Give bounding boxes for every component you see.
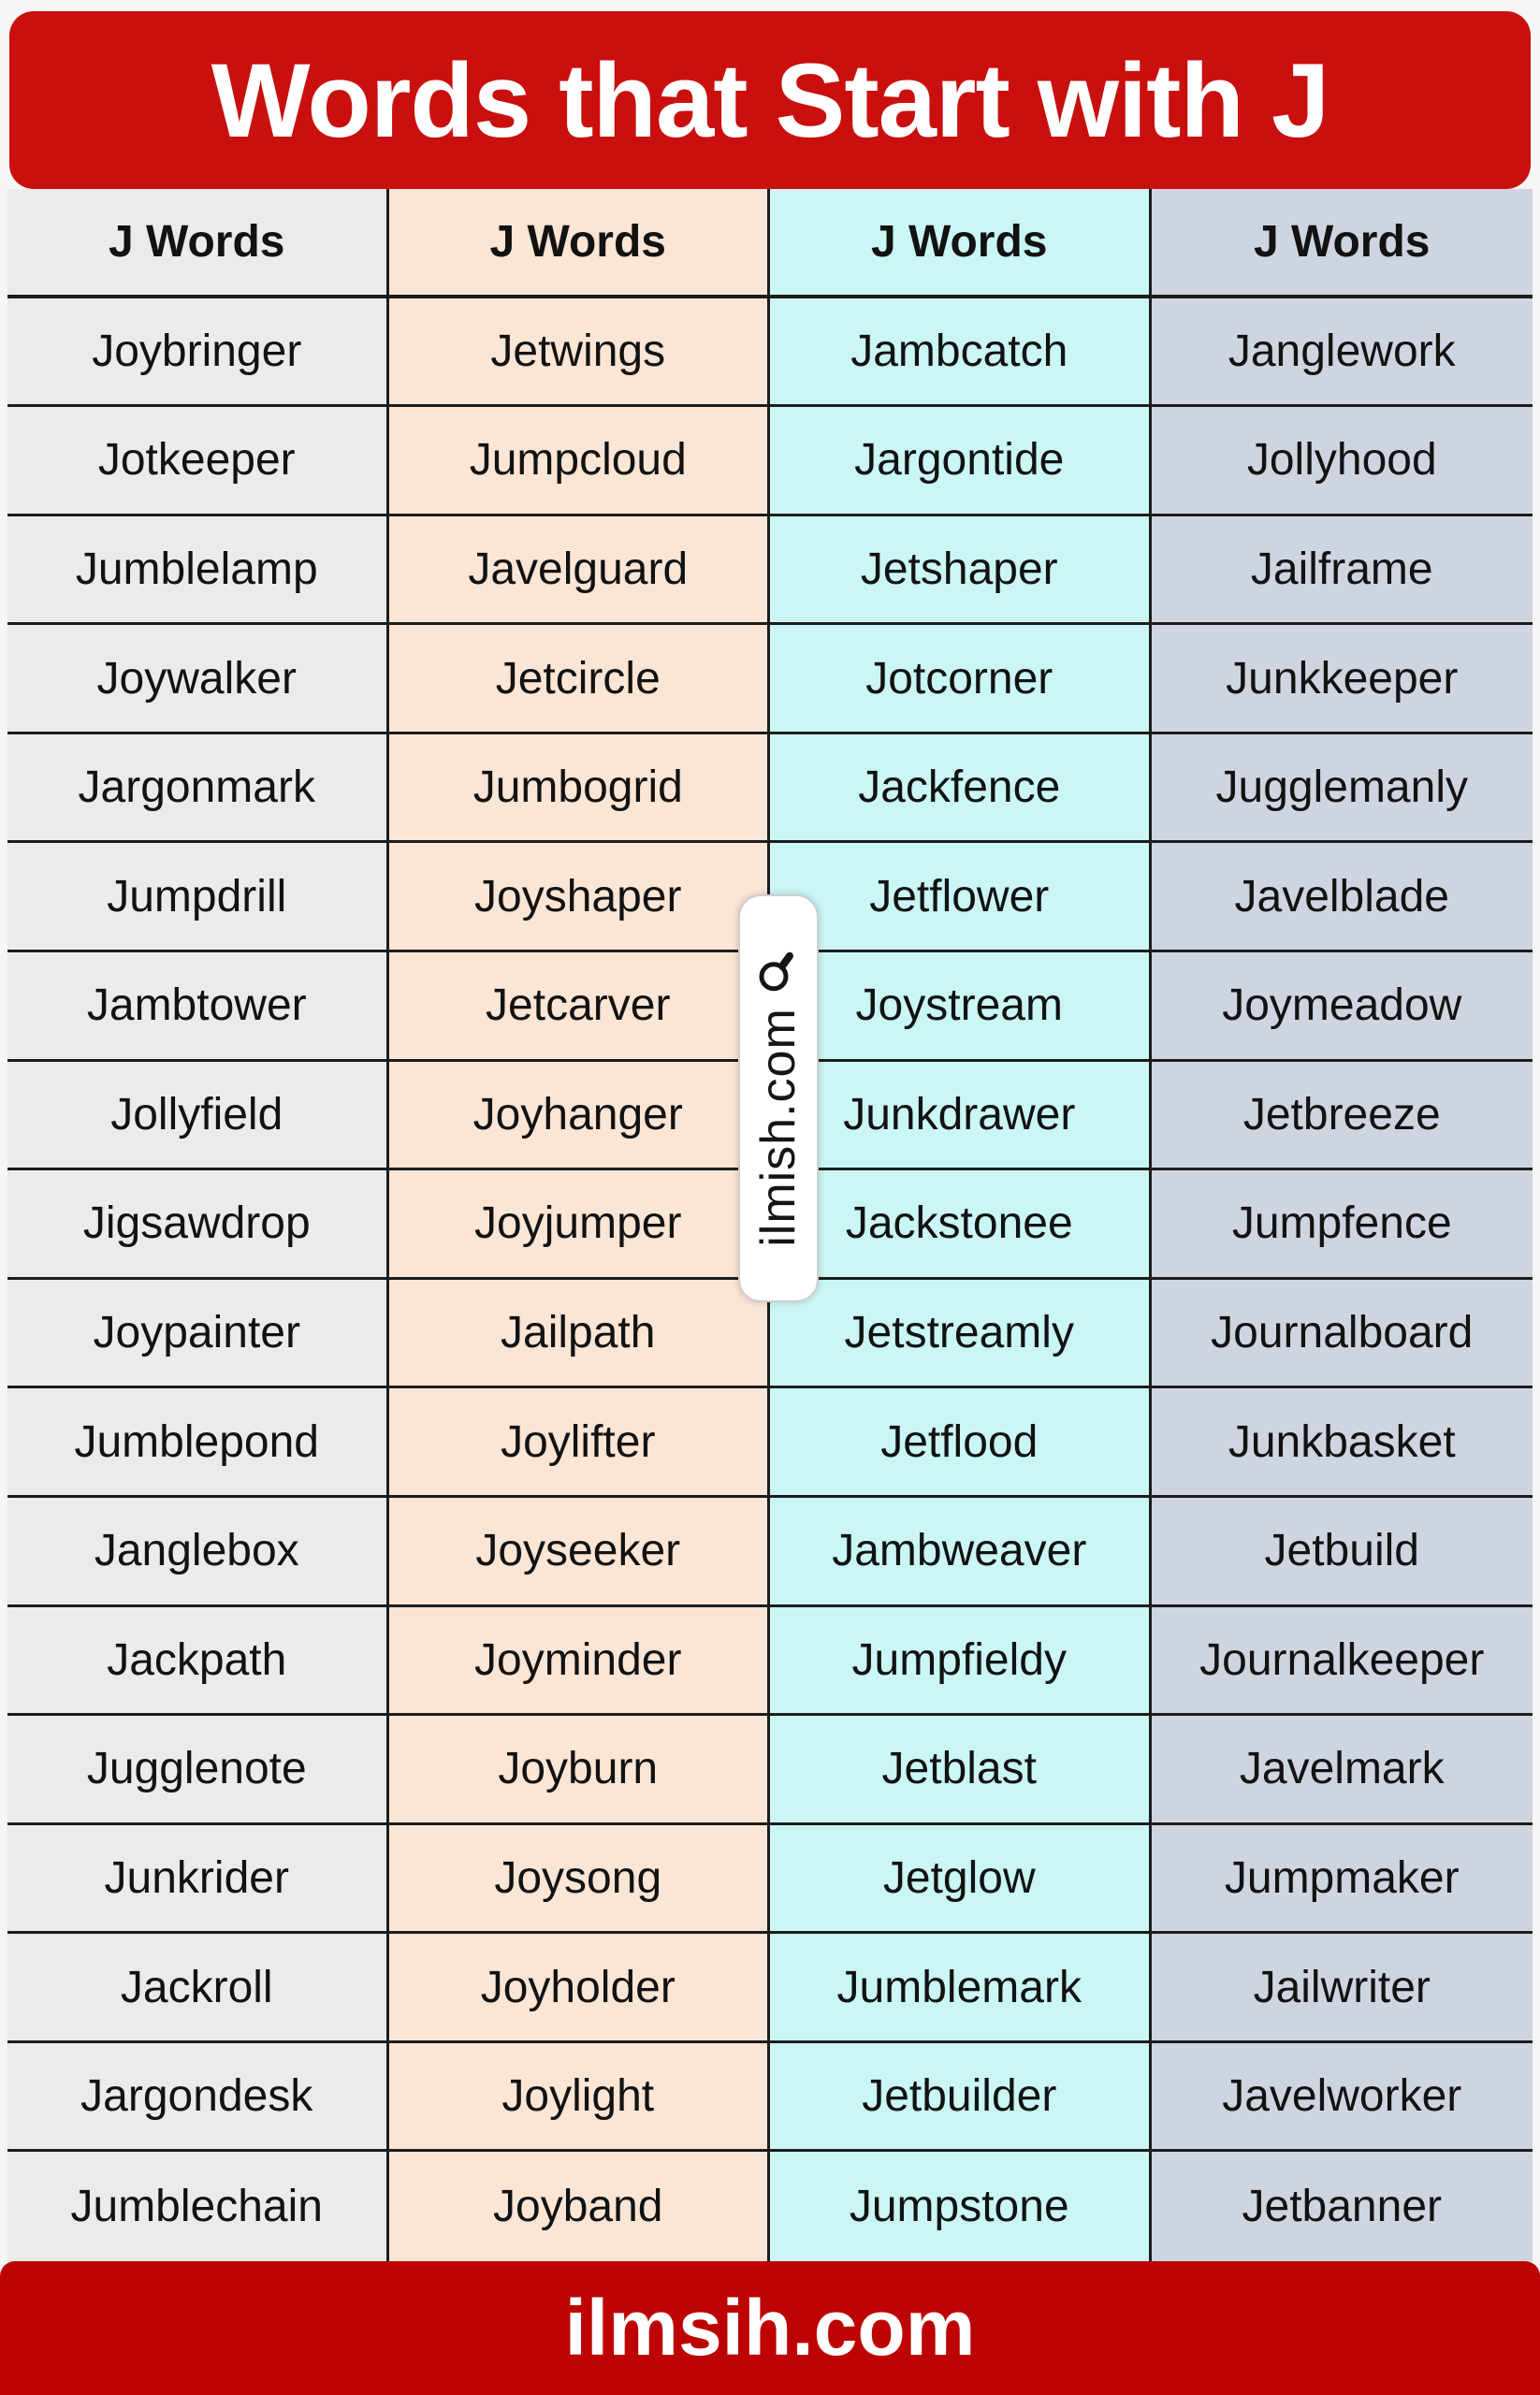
column-header: J Words — [7, 189, 389, 298]
word-cell: Joyseeker — [388, 1497, 770, 1607]
word-cell: Jackfence — [770, 733, 1152, 844]
word-cell: Jetbanner — [1151, 2152, 1533, 2261]
word-cell: Jailpath — [388, 1279, 770, 1389]
word-cell: Jetwings — [388, 298, 770, 408]
footer-site-text: ilmsih.com — [564, 2284, 976, 2372]
word-cell: Jumpfieldy — [770, 1606, 1152, 1717]
word-cell: Joyshaper — [388, 843, 770, 953]
magnifier-icon — [759, 952, 793, 992]
word-cell: Javelguard — [388, 515, 770, 626]
word-table: J Words J Words J Words J Words Joybringer Je… — [7, 189, 1533, 2261]
word-cell: Jumpfence — [1151, 1170, 1533, 1280]
word-cell: Joyholder — [388, 1934, 770, 2043]
word-cell: Janglework — [1151, 298, 1533, 408]
word-cell: Jackstonee — [770, 1170, 1152, 1280]
word-cell: Jotcorner — [770, 625, 1152, 734]
word-cell: Jackroll — [7, 1934, 389, 2043]
word-cell: Junkbasket — [1151, 1388, 1533, 1498]
word-cell: Jargonmark — [7, 733, 389, 844]
word-cell: Jambweaver — [770, 1497, 1152, 1607]
word-cell: Junkdrawer — [770, 1061, 1152, 1171]
word-cell: Jetbreeze — [1151, 1061, 1533, 1171]
word-cell: Joybringer — [7, 298, 389, 408]
word-cell: Javelworker — [1151, 2042, 1533, 2153]
word-cell: Jetflood — [770, 1388, 1152, 1498]
word-cell: Jailwriter — [1151, 1934, 1533, 2043]
word-cell: Jotkeeper — [7, 407, 389, 516]
word-cell: Jetcarver — [388, 952, 770, 1062]
word-cell: Jambcatch — [770, 298, 1152, 408]
word-cell: Janglebox — [7, 1497, 389, 1607]
word-cell: Joysong — [388, 1824, 770, 1935]
title-banner: Words that Start with J — [9, 11, 1531, 189]
word-cell: Joypainter — [7, 1279, 389, 1389]
word-cell: Junkkeeper — [1151, 625, 1533, 734]
word-cell: Journalkeeper — [1151, 1606, 1533, 1717]
watermark-content: ilmish.com — [750, 950, 806, 1247]
column-header: J Words — [1151, 189, 1533, 298]
word-cell: Joyburn — [388, 1716, 770, 1825]
word-cell: Joywalker — [7, 625, 389, 734]
word-cell: Jetshaper — [770, 515, 1152, 626]
word-cell: Jumpmaker — [1151, 1824, 1533, 1935]
word-cell: Jumpcloud — [388, 407, 770, 516]
column-header: J Words — [770, 189, 1152, 298]
word-cell: Jetstreamly — [770, 1279, 1152, 1389]
word-cell: Jigsawdrop — [7, 1170, 389, 1280]
watermark-text: ilmish.com — [751, 1008, 806, 1247]
word-cell: Jetbuilder — [770, 2042, 1152, 2153]
word-cell: Jetflower — [770, 843, 1152, 953]
watermark-pill: ilmish.com — [738, 894, 819, 1302]
word-cell: Jumblemark — [770, 1934, 1152, 2043]
word-cell: Joymeadow — [1151, 952, 1533, 1062]
word-cell: Javelmark — [1151, 1716, 1533, 1825]
word-cell: Joylifter — [388, 1388, 770, 1498]
word-cell: Jetblast — [770, 1716, 1152, 1825]
word-cell: Jackpath — [7, 1606, 389, 1717]
word-cell: Junkrider — [7, 1824, 389, 1935]
word-cell: Joyband — [388, 2152, 770, 2261]
word-cell: Jumpdrill — [7, 843, 389, 953]
word-cell: Jambtower — [7, 952, 389, 1062]
word-cell: Jetbuild — [1151, 1497, 1533, 1607]
word-cell: Joyhanger — [388, 1061, 770, 1171]
page-title: Words that Start with J — [211, 41, 1330, 159]
word-cell: Jumblepond — [7, 1388, 389, 1498]
word-cell: Jollyfield — [7, 1061, 389, 1171]
column-header: J Words — [388, 189, 770, 298]
word-cell: Joylight — [388, 2042, 770, 2153]
word-cell: Joyminder — [388, 1606, 770, 1717]
word-cell: Jugglemanly — [1151, 733, 1533, 844]
word-cell: Jailframe — [1151, 515, 1533, 626]
word-cell: Jargondesk — [7, 2042, 389, 2153]
word-cell: Jetglow — [770, 1824, 1152, 1935]
footer-banner: ilmsih.com — [0, 2261, 1540, 2395]
word-cell: Jetcircle — [388, 625, 770, 734]
word-cell: Joystream — [770, 952, 1152, 1062]
word-cell: Jumblechain — [7, 2152, 389, 2261]
word-cell: Jollyhood — [1151, 407, 1533, 516]
word-cell: Jugglenote — [7, 1716, 389, 1825]
word-cell: Jumbogrid — [388, 733, 770, 844]
word-cell: Joyjumper — [388, 1170, 770, 1280]
word-cell: Javelblade — [1151, 843, 1533, 953]
word-cell: Jumblelamp — [7, 515, 389, 626]
word-cell: Jargontide — [770, 407, 1152, 516]
word-cell: Jumpstone — [770, 2152, 1152, 2261]
word-cell: Journalboard — [1151, 1279, 1533, 1389]
